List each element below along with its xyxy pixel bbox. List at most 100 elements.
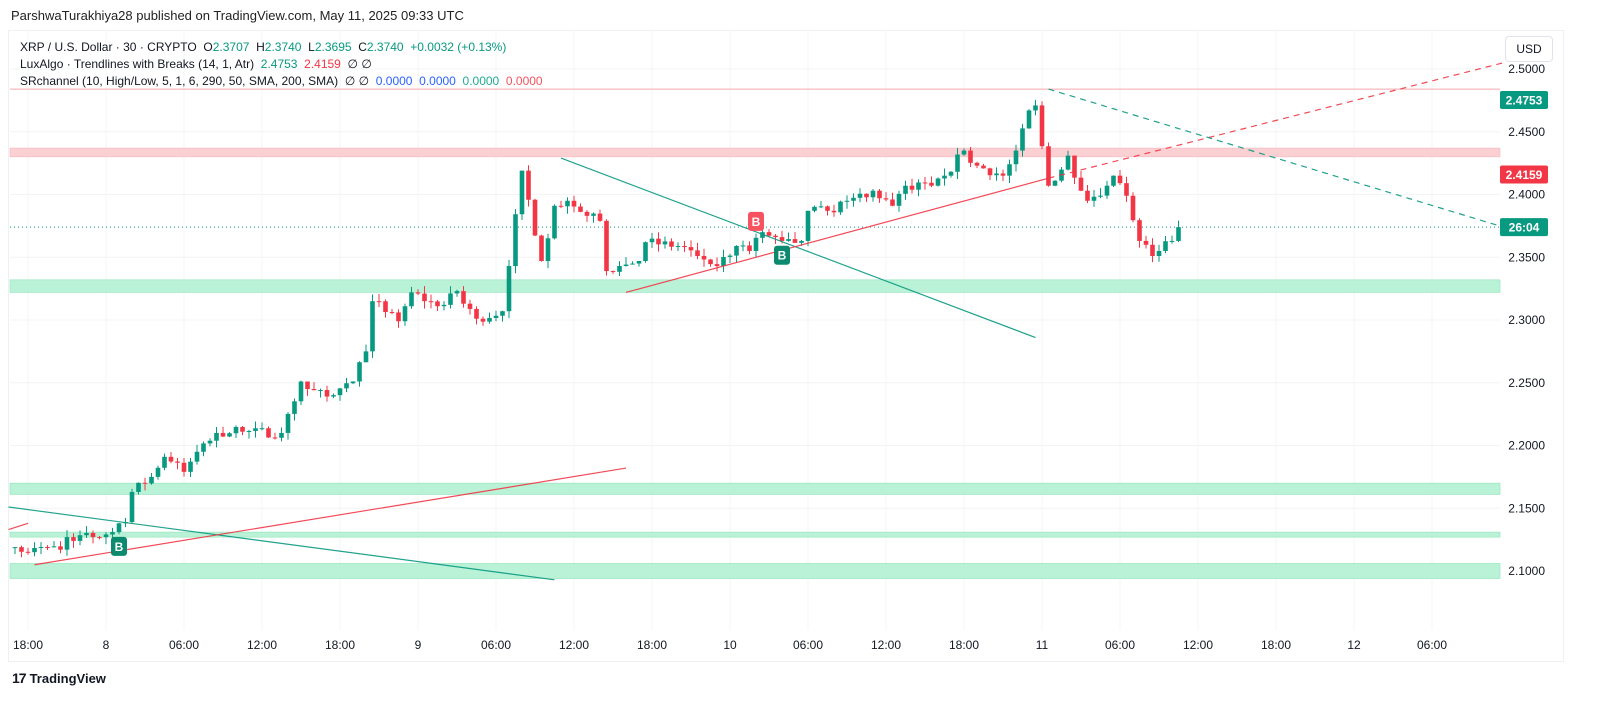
support-zone	[9, 279, 1501, 293]
symbol-title[interactable]: XRP / U.S. Dollar · 30 · CRYPTO	[20, 40, 197, 54]
candle-body	[279, 432, 284, 438]
candle	[207, 438, 213, 447]
candle	[974, 161, 980, 169]
candle-body	[792, 239, 798, 243]
candle	[552, 204, 557, 240]
candle-body	[318, 390, 323, 392]
break-signal-marker	[111, 536, 127, 556]
candle-body	[1072, 155, 1077, 178]
candle	[363, 344, 369, 363]
candle-body	[883, 198, 889, 200]
candle-body	[1085, 190, 1090, 201]
candle-body	[207, 440, 213, 444]
candle	[19, 545, 24, 558]
logo-text: TradingView	[29, 670, 106, 686]
candle-body	[669, 241, 674, 247]
candle-body	[1007, 164, 1012, 176]
candle-body	[526, 170, 531, 200]
x-tick-label: 12	[1347, 638, 1361, 652]
indicator-legend-luxalgo[interactable]: LuxAlgo · Trendlines with Breaks (14, 1,…	[20, 56, 543, 73]
candle	[818, 201, 824, 209]
price-label-text: 26:04	[1509, 221, 1540, 235]
y-tick-label: 2.4500	[1508, 125, 1545, 139]
support-zone	[9, 482, 1501, 495]
candle	[526, 165, 531, 207]
candle	[896, 190, 902, 212]
tradingview-logo[interactable]: 17 TradingView	[12, 670, 106, 686]
candle	[870, 189, 876, 202]
candle-body	[441, 304, 447, 307]
candle	[955, 147, 960, 179]
candle	[1000, 169, 1006, 181]
resistance-zone	[9, 147, 1501, 158]
candle	[864, 193, 869, 202]
x-tick-label: 18:00	[949, 638, 979, 652]
candle	[448, 286, 453, 309]
candle	[812, 205, 817, 213]
candle	[604, 219, 609, 276]
candle	[545, 233, 551, 269]
candle-body	[760, 232, 765, 238]
candle-body	[890, 199, 895, 206]
candle	[994, 167, 999, 181]
candle	[188, 457, 193, 478]
candle	[422, 286, 427, 309]
x-tick-label: 9	[415, 638, 422, 652]
y-tick-label: 2.1000	[1508, 564, 1545, 578]
candle-body	[1143, 240, 1149, 245]
candle	[389, 309, 395, 315]
candle	[84, 526, 89, 539]
candle	[597, 209, 603, 222]
candle	[350, 381, 356, 385]
candle	[656, 232, 661, 252]
candle-body	[383, 301, 388, 313]
candle-body	[97, 537, 102, 539]
candle	[506, 259, 512, 319]
indicator-legend-srchannel[interactable]: SRchannel (10, High/Low, 5, 1, 6, 290, 5…	[20, 73, 543, 90]
candle	[714, 257, 720, 272]
candle	[409, 286, 414, 309]
candle	[435, 299, 440, 312]
candle-body	[1098, 195, 1103, 197]
candle-body	[649, 238, 655, 243]
candle	[1065, 150, 1071, 171]
indicator-name: LuxAlgo · Trendlines with Breaks (14, 1,…	[20, 57, 255, 71]
candle	[688, 240, 694, 257]
candle	[1163, 236, 1168, 254]
candle-body	[714, 264, 720, 267]
candle-body	[71, 537, 76, 541]
candle	[838, 200, 843, 215]
candle	[539, 234, 544, 262]
candle-body	[402, 306, 408, 322]
candle-body	[12, 547, 18, 549]
candle	[1098, 188, 1103, 199]
candle-body	[181, 462, 187, 472]
candle	[1046, 142, 1051, 187]
candle	[441, 301, 447, 311]
indicator-value: 0.0000	[375, 74, 413, 88]
high-value: 2.3740	[264, 40, 302, 54]
candle	[942, 168, 947, 186]
candle-body	[467, 303, 473, 309]
candle-body	[753, 237, 759, 251]
candle-body	[799, 240, 804, 243]
currency-button[interactable]: USD	[1505, 36, 1553, 62]
candle	[825, 205, 830, 216]
candle-body	[474, 308, 479, 319]
candle	[461, 286, 466, 308]
candle-body	[64, 537, 70, 550]
candle	[916, 179, 921, 197]
candle-body	[32, 547, 37, 553]
candle	[227, 432, 232, 438]
candle-body	[597, 213, 603, 221]
candle	[324, 385, 330, 402]
candle	[909, 178, 915, 194]
candle-body	[1052, 180, 1058, 186]
candle-body	[1124, 183, 1129, 196]
candle-body	[974, 162, 980, 166]
candle-body	[168, 456, 174, 462]
low-value: 2.3695	[314, 40, 352, 54]
publish-banner: ParshwaTurakhiya28 published on TradingV…	[11, 8, 464, 23]
candle	[201, 441, 206, 457]
